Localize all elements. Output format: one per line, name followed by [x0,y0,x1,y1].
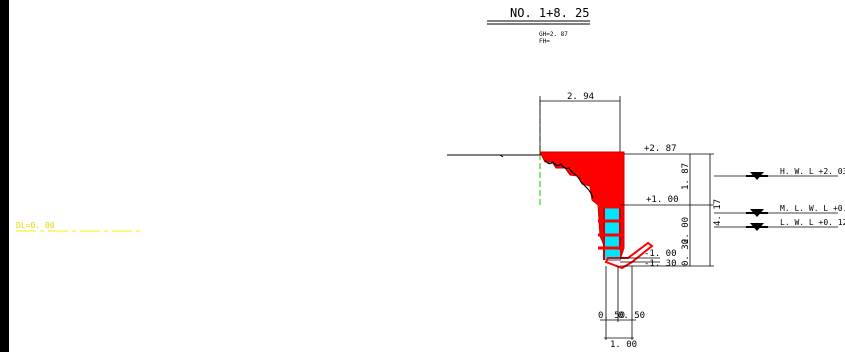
mwl-label: M. L. W. L +0. 650 [780,204,845,213]
elev-low2-label: -1. 30 [644,259,677,269]
elev-top-label: +2. 87 [644,144,677,154]
fh-label: FH= [539,38,550,45]
height-upper-label: 1. 87 [681,163,691,190]
height-base-label: 0. 30 [681,239,691,266]
base-total-label: 1. 00 [610,340,637,350]
gh-label: GH=2. 87 [539,31,568,38]
footing-outline [604,241,654,270]
elev-low1-label: -1. 00 [644,249,677,259]
elev-mid-label: +1. 00 [646,195,679,205]
hwl-label: H. W. L +2. 039 [780,167,845,176]
datum-label: DL=0. 00 [16,221,55,230]
excavation-edge [544,159,594,199]
section-title: NO. 1+8. 25 [510,6,589,20]
lwl-label: L. W. L +0. 128 [780,218,845,227]
left-border-bar [0,0,9,352]
top-width-label: 2. 94 [567,92,594,102]
base-right-label: 0. 50 [618,311,645,321]
ground-tick [499,154,504,158]
height-total-label: 4. 17 [713,199,723,226]
height-mid-label: 2. 00 [681,217,691,244]
base-left-label: 0. 50 [598,311,625,321]
